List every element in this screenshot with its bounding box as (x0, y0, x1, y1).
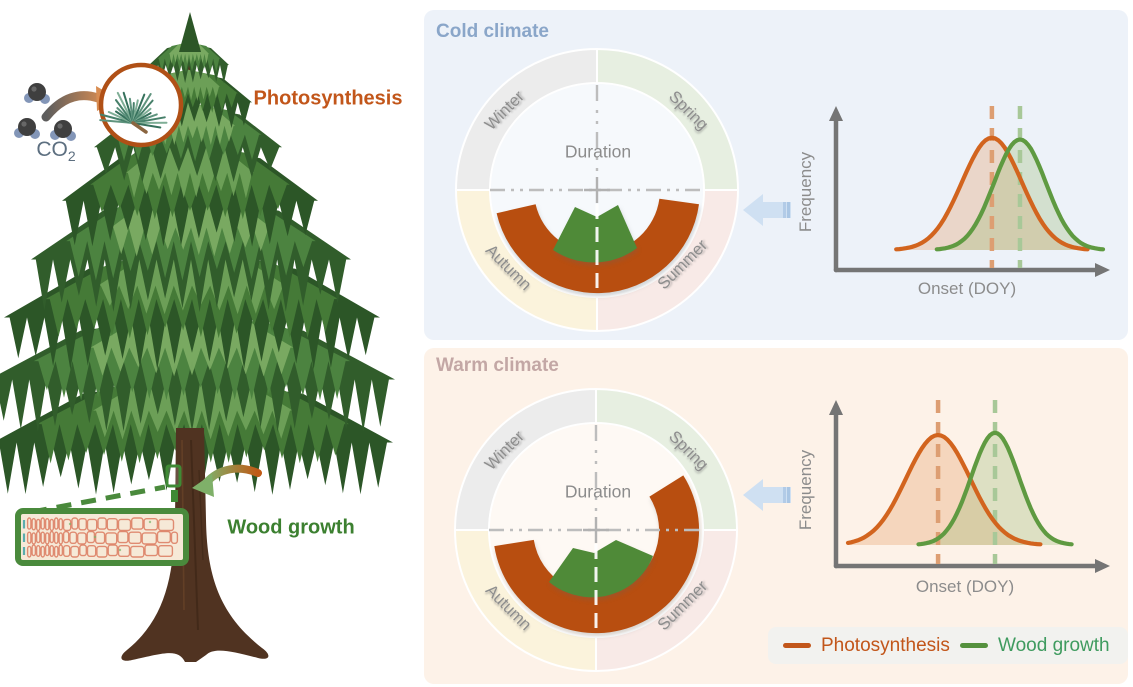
cold-wood-growth-shape (553, 205, 637, 263)
warm-onset-plot (829, 400, 1110, 573)
wood-growth-arrow-icon (192, 464, 262, 497)
legend-label-photosynthesis: Photosynthesis (821, 635, 950, 656)
cold-duration-label: Duration (564, 141, 632, 162)
warm-panel-title: Warm climate (436, 355, 559, 376)
cold-wood-growth-curve (934, 137, 1106, 252)
warm-link-left-arrow-icon (743, 479, 791, 511)
co2-label: CO2 (36, 138, 75, 164)
legend: Photosynthesis Wood growth (768, 627, 1128, 664)
legend-swatch-photosynthesis (783, 643, 811, 648)
trunk-sample-marker (31, 464, 182, 515)
warm-photosynthesis-curve (845, 432, 1043, 547)
warm-wood-growth-shape (549, 540, 653, 598)
cold-panel-title: Cold climate (436, 21, 549, 42)
co2-base-text: CO (36, 137, 68, 161)
cold-photosynthesis-curve (894, 135, 1090, 252)
cold-onset-plot (829, 106, 1110, 277)
co2-subscript: 2 (67, 148, 76, 165)
photosynthesis-label: Photosynthesis (253, 87, 403, 110)
legend-label-wood-growth: Wood growth (998, 635, 1110, 656)
co2-molecules-icon (14, 83, 76, 141)
warm-x-axis-label: Onset (DOY) (915, 577, 1015, 596)
xylem-cells-box-icon (15, 508, 189, 566)
cold-photosynthesis-arc (496, 198, 699, 294)
warm-seasonal-ring (453, 387, 739, 673)
warm-photosynthesis-arc (494, 475, 700, 634)
cold-link-left-arrow-icon (743, 194, 791, 226)
cold-y-axis-label: Frequency (796, 151, 815, 233)
warm-y-axis-label: Frequency (796, 449, 815, 531)
wood-growth-label: Wood growth (227, 516, 355, 539)
cold-seasonal-ring (454, 47, 740, 333)
tree-foliage (0, 12, 395, 495)
cold-x-axis-label: Onset (DOY) (917, 279, 1017, 298)
pine-tree-illustration (0, 12, 395, 662)
warm-wood-growth-curve (916, 430, 1074, 547)
warm-photosynthesis-area (848, 435, 1041, 545)
legend-swatch-wood-growth (960, 643, 988, 648)
warm-duration-label: Duration (564, 481, 632, 502)
pine-shoot-circle-icon (98, 62, 184, 148)
